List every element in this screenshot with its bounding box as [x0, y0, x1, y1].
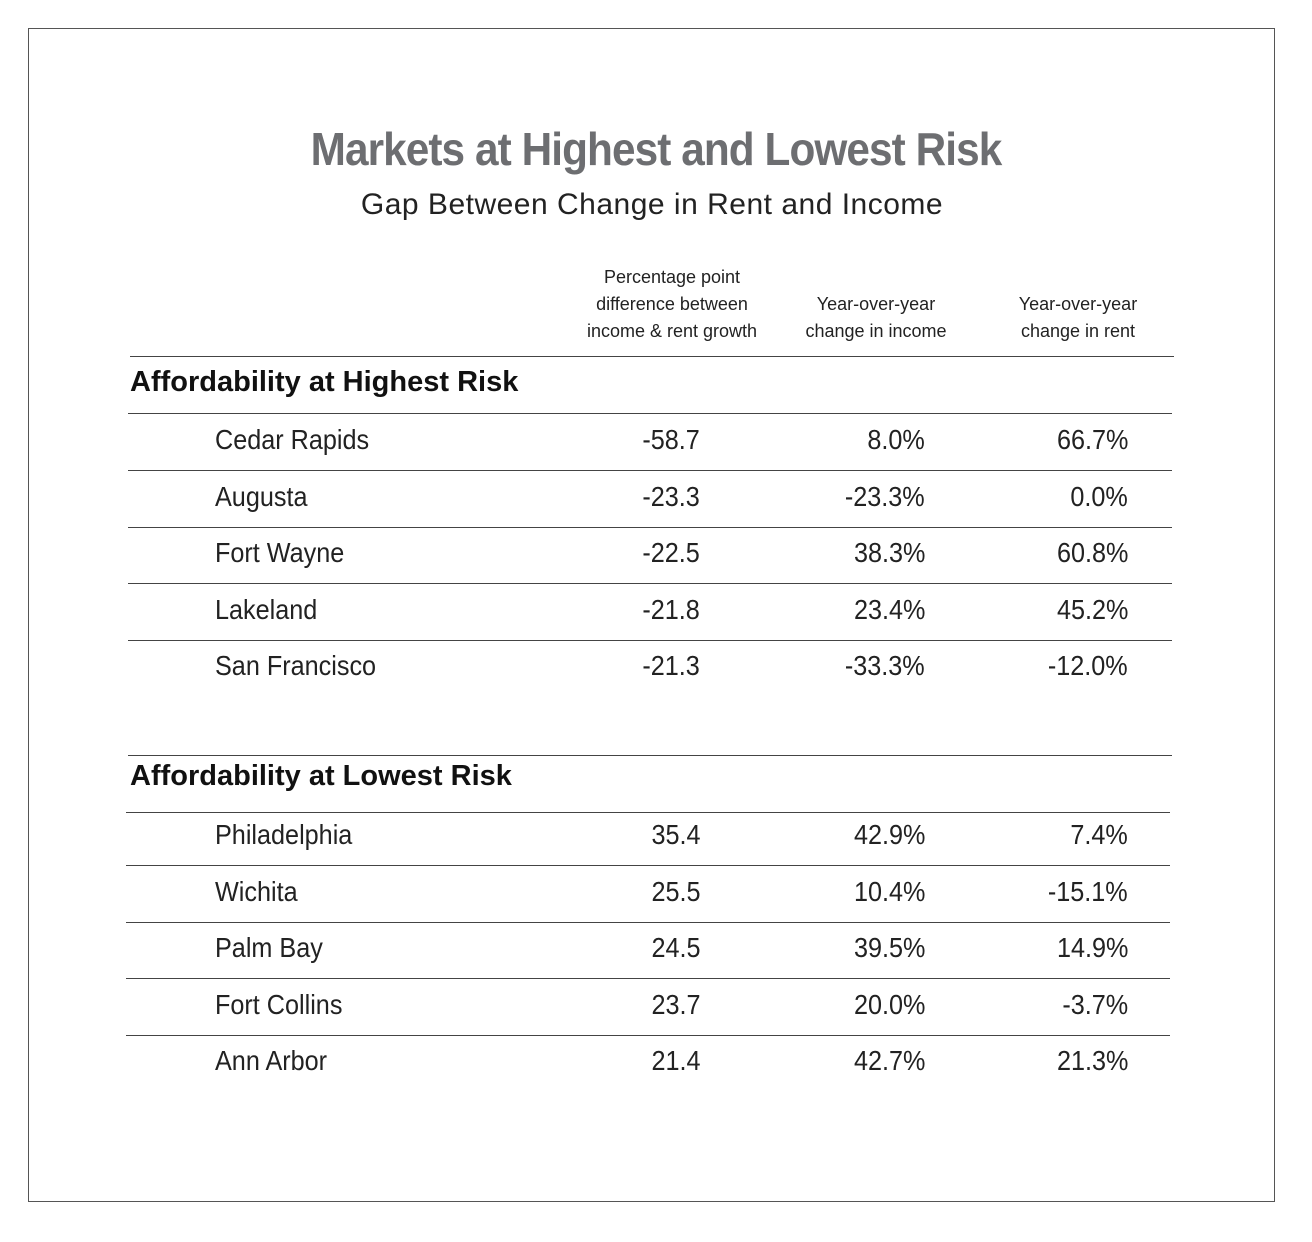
row-rule [126, 922, 1170, 923]
market-name: Fort Wayne [215, 537, 345, 568]
value-gap: -21.3 [642, 650, 700, 681]
row-rule [128, 583, 1172, 584]
value-rent: 7.4% [1070, 819, 1128, 850]
section-heading: Affordability at Highest Risk [130, 366, 519, 398]
market-name: Palm Bay [215, 932, 323, 963]
row-rule [126, 1035, 1170, 1036]
value-gap: -23.3 [642, 480, 700, 512]
value-income: -33.3% [845, 650, 925, 681]
value-income: 20.0% [853, 988, 925, 1020]
section-heading: Affordability at Lowest Risk [130, 760, 512, 792]
value-income: 38.3% [853, 537, 925, 568]
value-gap: 21.4 [650, 1045, 700, 1076]
market-name: Ann Arbor [215, 1045, 328, 1076]
column-header-gap: Percentage point difference between inco… [562, 264, 782, 345]
market-name: Lakeland [215, 593, 318, 625]
section-rule [130, 356, 1174, 357]
value-income: 10.4% [853, 875, 925, 907]
value-rent: 60.8% [1056, 537, 1128, 568]
market-name: Augusta [215, 480, 308, 512]
column-header-line: difference between [596, 294, 748, 314]
table-subtitle: Gap Between Change in Rent and Income [360, 188, 944, 221]
column-header-line: Year-over-year [1018, 294, 1138, 314]
market-name: San Francisco [215, 650, 377, 681]
value-income: 42.7% [853, 1045, 925, 1076]
column-header-line: Year-over-year [816, 294, 936, 314]
row-rule [128, 527, 1172, 528]
column-header-line: change in rent [1020, 321, 1136, 341]
market-name: Philadelphia [215, 819, 353, 850]
section-rule [128, 755, 1172, 756]
value-gap: -22.5 [642, 537, 700, 568]
value-income: 39.5% [853, 932, 925, 963]
row-rule [126, 978, 1170, 979]
value-rent: 66.7% [1056, 424, 1128, 455]
value-gap: 35.4 [650, 819, 700, 850]
row-rule [128, 470, 1172, 471]
value-gap: 25.5 [650, 875, 700, 907]
row-rule [128, 413, 1172, 414]
value-rent: -15.1% [1048, 875, 1128, 907]
column-header-line: change in income [805, 321, 947, 341]
value-rent: 14.9% [1056, 932, 1128, 963]
value-gap: 23.7 [650, 988, 700, 1020]
column-header-line: Percentage point [603, 267, 741, 287]
value-income: 23.4% [853, 593, 925, 625]
table-title: Markets at Highest and Lowest Risk [310, 123, 1003, 175]
column-header-rent: Year-over-year change in rent [978, 291, 1178, 345]
row-rule [128, 640, 1172, 641]
value-income: 8.0% [867, 424, 925, 455]
value-rent: 0.0% [1070, 480, 1128, 512]
row-rule [126, 812, 1170, 813]
column-header-line: income & rent growth [586, 321, 758, 341]
value-gap: -58.7 [642, 424, 700, 455]
figure-frame [28, 28, 1275, 1202]
value-income: -23.3% [845, 480, 925, 512]
market-name: Wichita [215, 875, 298, 907]
column-header-income: Year-over-year change in income [776, 291, 976, 345]
market-name: Fort Collins [215, 988, 343, 1020]
value-income: 42.9% [853, 819, 925, 850]
value-rent: 45.2% [1056, 593, 1128, 625]
value-gap: 24.5 [650, 932, 700, 963]
value-rent: -3.7% [1062, 988, 1128, 1020]
market-name: Cedar Rapids [215, 424, 370, 455]
row-rule [126, 865, 1170, 866]
value-rent: -12.0% [1048, 650, 1128, 681]
value-gap: -21.8 [642, 593, 700, 625]
value-rent: 21.3% [1056, 1045, 1128, 1076]
